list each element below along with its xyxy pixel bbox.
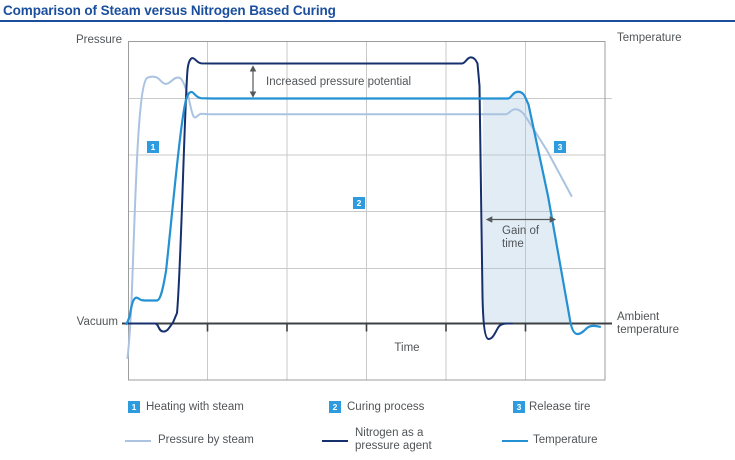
nitrogen-line-swatch	[322, 439, 348, 442]
steam-pressure-curve	[126, 75, 573, 359]
temperature-axis-label: Temperature	[617, 32, 682, 44]
gain-line1: Gain of	[502, 225, 540, 237]
gain-line2: time	[502, 238, 524, 250]
axis-ticks	[206, 323, 527, 332]
legend-label-heating-with-steam: Heating with steam	[146, 401, 244, 413]
ambient-temperature-axis-label: Ambient temperature	[617, 311, 717, 337]
temperature-line-swatch	[502, 439, 528, 442]
gain-of-time-area	[482, 91, 571, 324]
phase-marker-1: 1	[147, 141, 159, 153]
title-underline	[0, 20, 735, 22]
legend-badge-1: 1	[128, 401, 140, 413]
nitrogen-line2: pressure agent	[355, 440, 432, 452]
legend-label-curing-process: Curing process	[347, 401, 425, 413]
steam-line-swatch	[125, 440, 151, 442]
gain-of-time-annotation: Gain of time	[502, 225, 562, 251]
legend-badge-3: 3	[513, 401, 525, 413]
vacuum-axis-label: Vacuum	[76, 316, 118, 328]
pressure-axis-label: Pressure	[75, 34, 122, 46]
ambient-line1: Ambient	[617, 311, 660, 323]
legend-label-pressure-by-steam: Pressure by steam	[158, 434, 254, 446]
increased-pressure-annotation: Increased pressure potential	[266, 76, 412, 88]
phase-marker-2: 2	[353, 197, 365, 209]
legend-label-release-tire: Release tire	[529, 401, 591, 413]
ambient-line2: temperature	[617, 324, 680, 336]
legend-label-temperature: Temperature	[533, 434, 598, 446]
page-title: Comparison of Steam versus Nitrogen Base…	[3, 3, 336, 18]
baseline-axis	[122, 322, 612, 332]
gain-of-time-arrow-icon	[485, 216, 557, 223]
increased-pressure-arrow-icon	[249, 65, 257, 98]
time-axis-label: Time	[394, 342, 420, 354]
legend-label-nitrogen: Nitrogen as a pressure agent	[355, 427, 450, 453]
nitrogen-line1: Nitrogen as a	[355, 427, 424, 439]
temperature-curve	[125, 90, 602, 336]
nitrogen-pressure-curve	[127, 56, 513, 340]
legend-badge-2: 2	[329, 401, 341, 413]
phase-marker-3: 3	[554, 141, 566, 153]
plot-frame	[128, 41, 606, 381]
